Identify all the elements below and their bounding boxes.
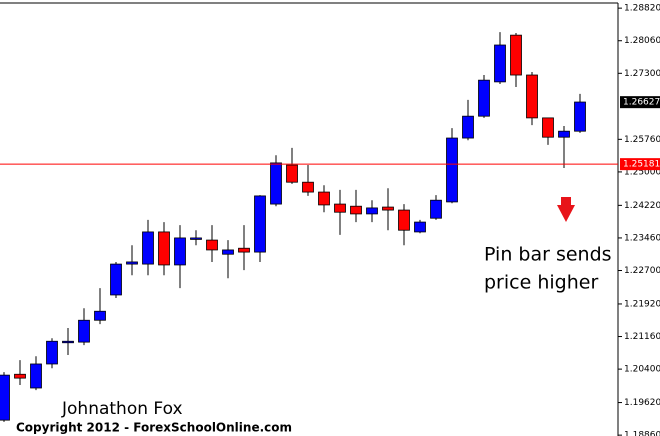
candle-body: [334, 203, 346, 213]
annotation-line: Pin bar sends: [484, 244, 612, 266]
candle-body: [142, 231, 154, 265]
candle-body: [190, 237, 202, 240]
candle-body: [158, 231, 170, 266]
candle-body: [446, 137, 458, 203]
candle-body: [14, 373, 26, 379]
candle-body: [510, 34, 522, 76]
y-tick-label: 1.22700: [624, 266, 660, 276]
y-tick-label: 1.27300: [624, 69, 660, 79]
candle-body: [350, 205, 362, 215]
candle-body: [478, 79, 490, 117]
y-tick-label: 1.25760: [624, 135, 660, 145]
candle-body: [62, 340, 74, 344]
author: Johnathon Fox: [61, 399, 183, 419]
candle-body: [302, 181, 314, 193]
last-price-label: 1.26627: [623, 98, 660, 108]
copyright: Copyright 2012 - ForexSchoolOnline.com: [16, 421, 292, 435]
arrow: [557, 197, 575, 222]
candle-body: [398, 209, 410, 231]
candle-body: [206, 239, 218, 251]
y-tick-label: 1.21160: [624, 332, 660, 342]
candle-body: [382, 206, 394, 211]
candle-body: [430, 199, 442, 219]
candle-body: [30, 363, 42, 389]
candle-body: [174, 237, 186, 266]
candle-body: [222, 249, 234, 255]
candle-body: [318, 191, 330, 206]
candle-body: [526, 74, 538, 119]
y-tick-label: 1.24220: [624, 201, 660, 211]
last-price-tag: [620, 96, 660, 109]
candle-body: [558, 130, 570, 138]
candle-body: [254, 195, 266, 253]
plot-area: [0, 32, 586, 422]
candle-body: [414, 221, 426, 233]
candle-body: [462, 115, 474, 139]
y-tick-label: 1.18860: [624, 431, 660, 436]
candle-body: [286, 164, 298, 183]
candle-body: [542, 117, 554, 138]
candle-body: [494, 44, 506, 83]
y-tick-label: 1.20400: [624, 365, 660, 375]
candle-body: [94, 310, 106, 321]
candle-body: [270, 162, 282, 205]
y-tick-label: 1.28060: [624, 36, 660, 46]
price-tag-label: 1.25181: [623, 160, 660, 170]
candle-body: [126, 261, 138, 265]
y-tick-label: 1.23460: [624, 233, 660, 243]
y-tick-label: 1.25000: [624, 167, 660, 177]
candle-body: [110, 263, 122, 296]
price-tag: [620, 158, 660, 171]
candle-body: [0, 374, 10, 421]
candle-body: [78, 319, 90, 343]
y-tick-label: 1.28820: [624, 4, 660, 14]
candle-body: [366, 207, 378, 215]
annotation-line: price higher: [484, 272, 598, 294]
y-tick-label: 1.19620: [624, 398, 660, 408]
y-tick-label: 1.21920: [624, 299, 660, 309]
candle-body: [238, 247, 250, 253]
candle-body: [574, 101, 586, 132]
candle-body: [46, 340, 58, 365]
